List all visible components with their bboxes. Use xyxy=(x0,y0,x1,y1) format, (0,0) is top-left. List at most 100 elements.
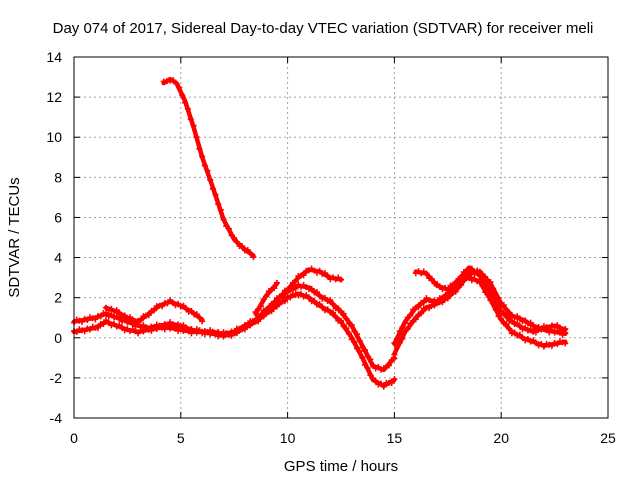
data-point xyxy=(292,278,299,285)
data-point xyxy=(511,329,518,336)
data-point xyxy=(255,318,262,325)
x-tick-label: 20 xyxy=(493,430,509,446)
data-point xyxy=(217,206,224,213)
data-point xyxy=(426,305,433,312)
y-tick-label: 6 xyxy=(54,209,62,225)
data-point xyxy=(338,317,344,324)
series-line xyxy=(161,76,256,258)
data-point xyxy=(562,325,569,332)
data-point xyxy=(487,287,494,294)
data-point xyxy=(97,313,104,320)
data-point xyxy=(399,335,406,342)
data-point xyxy=(396,339,403,346)
data-point xyxy=(193,134,200,141)
data-point xyxy=(343,315,350,322)
data-point xyxy=(196,145,203,152)
data-point xyxy=(316,292,323,299)
series-arc-4 xyxy=(273,265,344,305)
data-point xyxy=(378,380,385,387)
data-point xyxy=(396,328,403,335)
y-tick-label: -4 xyxy=(50,410,63,426)
data-point xyxy=(233,239,240,246)
data-point xyxy=(271,285,278,292)
data-point xyxy=(354,331,361,338)
data-point xyxy=(356,348,363,355)
data-point xyxy=(399,324,406,331)
data-point xyxy=(412,316,419,323)
data-point xyxy=(145,312,152,319)
data-point xyxy=(170,77,177,84)
data-point xyxy=(444,287,451,294)
data-point xyxy=(498,315,505,322)
x-tick-label: 0 xyxy=(70,430,78,446)
data-point xyxy=(199,153,206,160)
data-point xyxy=(300,272,307,279)
data-point xyxy=(490,293,497,300)
data-point xyxy=(308,285,315,292)
data-point xyxy=(92,316,99,323)
data-point xyxy=(321,270,328,277)
data-point xyxy=(273,279,280,286)
data-point xyxy=(386,362,393,369)
data-point xyxy=(335,305,342,312)
data-point xyxy=(164,300,171,307)
data-point xyxy=(562,340,569,347)
data-point xyxy=(287,285,294,292)
data-point xyxy=(321,294,328,301)
data-point xyxy=(220,216,227,223)
data-point xyxy=(184,106,191,113)
series-arc-3 xyxy=(71,290,398,390)
data-point xyxy=(273,298,280,305)
data-point xyxy=(260,313,267,320)
y-tick-label: 4 xyxy=(54,250,62,266)
data-point xyxy=(362,347,369,354)
data-point xyxy=(428,275,435,282)
data-point xyxy=(316,301,323,308)
data-point xyxy=(173,80,180,87)
data-point xyxy=(367,356,374,363)
data-point xyxy=(257,303,264,310)
data-point xyxy=(482,279,489,286)
data-point xyxy=(116,310,123,317)
data-point xyxy=(495,302,502,309)
data-point xyxy=(380,383,387,390)
data-point xyxy=(95,324,102,331)
data-point xyxy=(474,269,481,275)
data-point xyxy=(402,320,409,327)
data-point xyxy=(151,307,158,314)
data-point xyxy=(196,314,203,321)
data-point xyxy=(516,323,523,330)
data-point xyxy=(487,279,494,286)
data-point xyxy=(233,330,240,337)
data-point xyxy=(514,320,521,327)
data-point xyxy=(187,116,194,123)
data-point xyxy=(113,307,120,314)
y-tick-label: 0 xyxy=(54,330,62,346)
ticks: 0 5 10 15 20 25 -4 -2 0 2 4 6 8 10 12 14 xyxy=(46,49,616,446)
y-tick-label: -2 xyxy=(50,370,63,386)
data-point xyxy=(508,317,515,324)
data-point xyxy=(460,277,467,284)
data-point xyxy=(273,303,280,310)
series-arc-6 xyxy=(252,279,280,316)
data-point xyxy=(324,273,331,280)
data-point xyxy=(356,337,363,344)
data-point xyxy=(188,307,195,314)
series-arc-5 xyxy=(103,297,206,326)
data-point xyxy=(268,308,275,315)
data-point xyxy=(324,306,331,313)
data-point xyxy=(452,280,459,287)
y-tick-label: 2 xyxy=(54,290,62,306)
data-point xyxy=(215,201,222,208)
data-point xyxy=(201,162,208,169)
data-point xyxy=(516,331,523,338)
data-point xyxy=(137,317,144,324)
data-point xyxy=(370,375,377,382)
x-axis-label: GPS time / hours xyxy=(284,458,398,475)
data-point xyxy=(329,301,336,308)
data-point xyxy=(313,289,320,296)
data-point xyxy=(179,92,186,99)
data-point xyxy=(159,303,166,310)
data-point xyxy=(532,329,539,336)
data-point xyxy=(362,361,369,368)
